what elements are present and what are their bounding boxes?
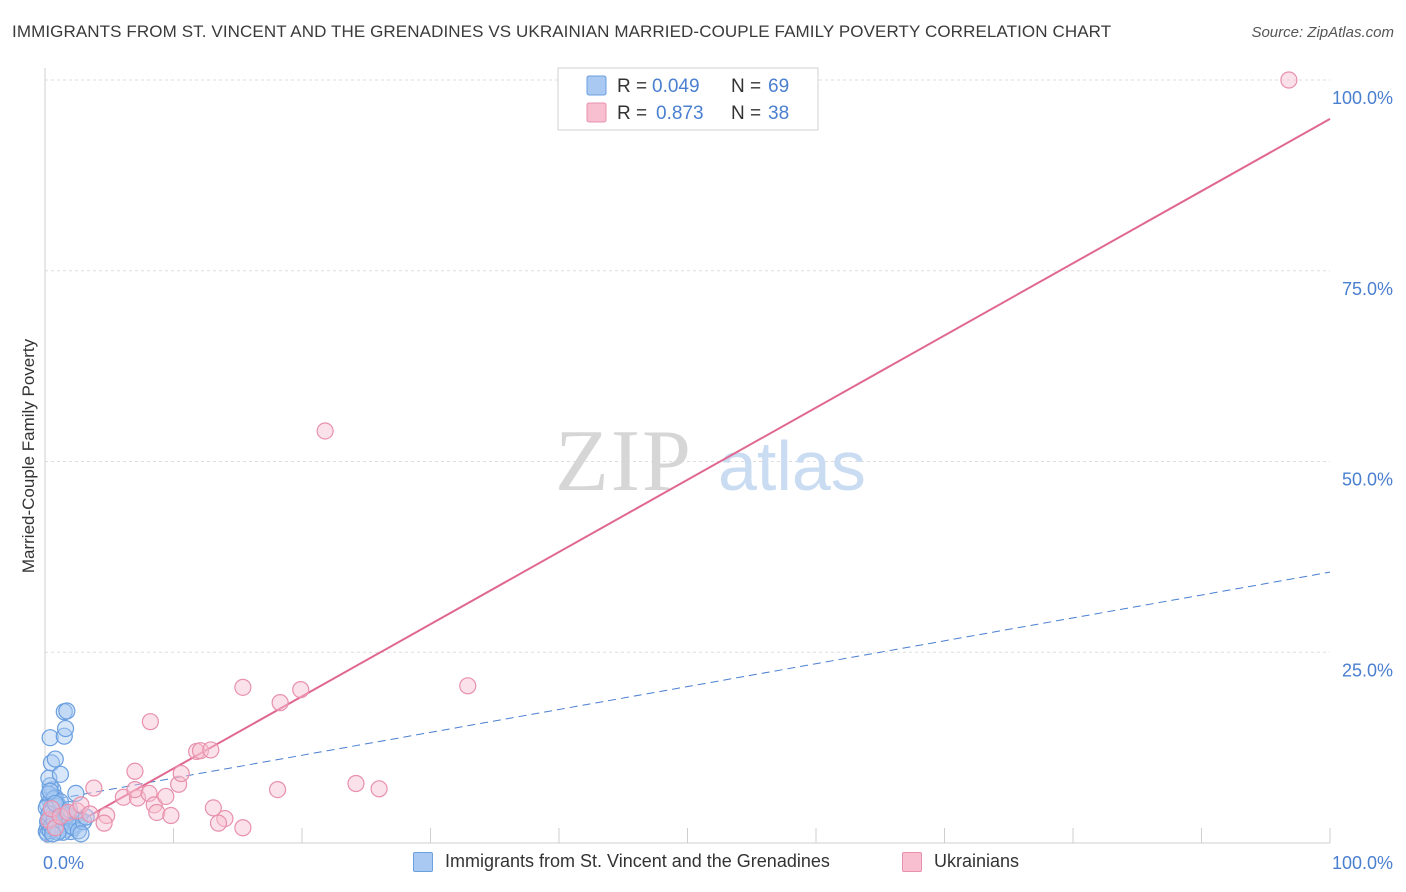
data-point-ukrainians xyxy=(370,780,388,798)
data-point-immigrants xyxy=(72,825,90,843)
legend-n-label-blue: N = xyxy=(731,76,761,97)
data-point-immigrants xyxy=(58,702,76,720)
data-point-ukrainians xyxy=(268,780,287,799)
data-point-ukrainians xyxy=(170,775,188,793)
legend-n-label-pink: N = xyxy=(731,103,761,124)
data-point-ukrainians xyxy=(157,787,175,806)
data-point-ukrainians xyxy=(459,677,477,695)
data-point-ukrainians xyxy=(72,796,90,814)
data-point-ukrainians xyxy=(172,764,190,783)
legend-top: R = 0.049 N = 69 R = 0.873 N = 38 xyxy=(557,67,819,131)
data-point-ukrainians xyxy=(234,678,252,696)
legend-label-immigrants: Immigrants from St. Vincent and the Gren… xyxy=(445,851,830,871)
data-point-ukrainians xyxy=(95,814,113,832)
data-point-ukrainians xyxy=(204,799,222,817)
source-label: Source: ZipAtlas.com xyxy=(1251,24,1394,41)
y-axis-label: Married-Couple Family Poverty xyxy=(19,338,38,573)
series-blue-points xyxy=(37,702,95,843)
data-point-ukrainians xyxy=(126,780,144,799)
x-tick-label: 100.0% xyxy=(1332,853,1393,873)
y-tick-label: 50.0% xyxy=(1342,470,1393,490)
data-point-ukrainians xyxy=(126,762,144,780)
data-point-immigrants xyxy=(56,719,75,738)
y-tick-label: 25.0% xyxy=(1342,660,1393,680)
y-tick-label: 75.0% xyxy=(1342,279,1393,299)
data-point-ukrainians xyxy=(316,422,334,440)
data-point-immigrants xyxy=(51,765,70,783)
data-point-ukrainians xyxy=(292,681,310,699)
data-point-ukrainians xyxy=(51,807,70,825)
legend-r-label-blue: R = xyxy=(617,76,647,97)
data-point-ukrainians xyxy=(85,779,103,797)
legend-swatch-ukrainians xyxy=(902,851,922,872)
legend-swatch-immigrants xyxy=(413,851,433,872)
watermark-atlas: atlas xyxy=(718,427,866,505)
chart-title: IMMIGRANTS FROM ST. VINCENT AND THE GREN… xyxy=(12,22,1112,41)
legend-r-label-pink: R = xyxy=(617,103,647,124)
legend-swatch-blue xyxy=(586,75,607,96)
data-point-ukrainians xyxy=(81,805,99,823)
gridlines xyxy=(45,79,1330,653)
x-tick-label: 0.0% xyxy=(43,853,84,873)
axes xyxy=(44,68,1331,844)
data-point-ukrainians xyxy=(271,694,289,712)
data-point-ukrainians xyxy=(234,819,252,837)
data-point-immigrants xyxy=(41,729,59,747)
watermark: ZIP atlas xyxy=(555,413,866,510)
legend-bottom: Immigrants from St. Vincent and the Gren… xyxy=(0,851,1406,879)
trendline-ukrainians xyxy=(44,118,1331,842)
data-point-ukrainians xyxy=(162,806,180,825)
legend-r-value-pink: 0.873 xyxy=(656,103,704,124)
trendline-immigrants xyxy=(44,571,1331,802)
y-tick-label: 100.0% xyxy=(1332,88,1393,108)
trendlines xyxy=(44,118,1331,842)
legend-item-immigrants: Immigrants from St. Vincent and the Gren… xyxy=(413,851,830,872)
legend-label-ukrainians: Ukrainians xyxy=(934,851,1020,871)
data-point-immigrants xyxy=(46,750,64,768)
legend-r-value-blue: 0.049 xyxy=(652,76,700,97)
watermark-zip: ZIP xyxy=(555,413,693,510)
legend-swatch-pink xyxy=(586,102,607,123)
data-point-ukrainians xyxy=(148,803,166,822)
data-point-ukrainians xyxy=(202,741,220,759)
data-point-ukrainians xyxy=(347,774,365,793)
data-point-ukrainians xyxy=(141,713,159,731)
data-point-ukrainians xyxy=(209,814,228,832)
data-point-immigrants xyxy=(69,822,88,840)
legend-item-ukrainians: Ukrainians xyxy=(902,851,1019,872)
data-point-ukrainians xyxy=(1280,71,1298,89)
series-pink-points xyxy=(40,71,1298,837)
tick-labels: 25.0% 50.0% 75.0% 100.0% 0.0% 100.0% xyxy=(43,88,1393,873)
legend-n-value-blue: 69 xyxy=(768,76,789,97)
legend-n-value-pink: 38 xyxy=(768,103,789,124)
